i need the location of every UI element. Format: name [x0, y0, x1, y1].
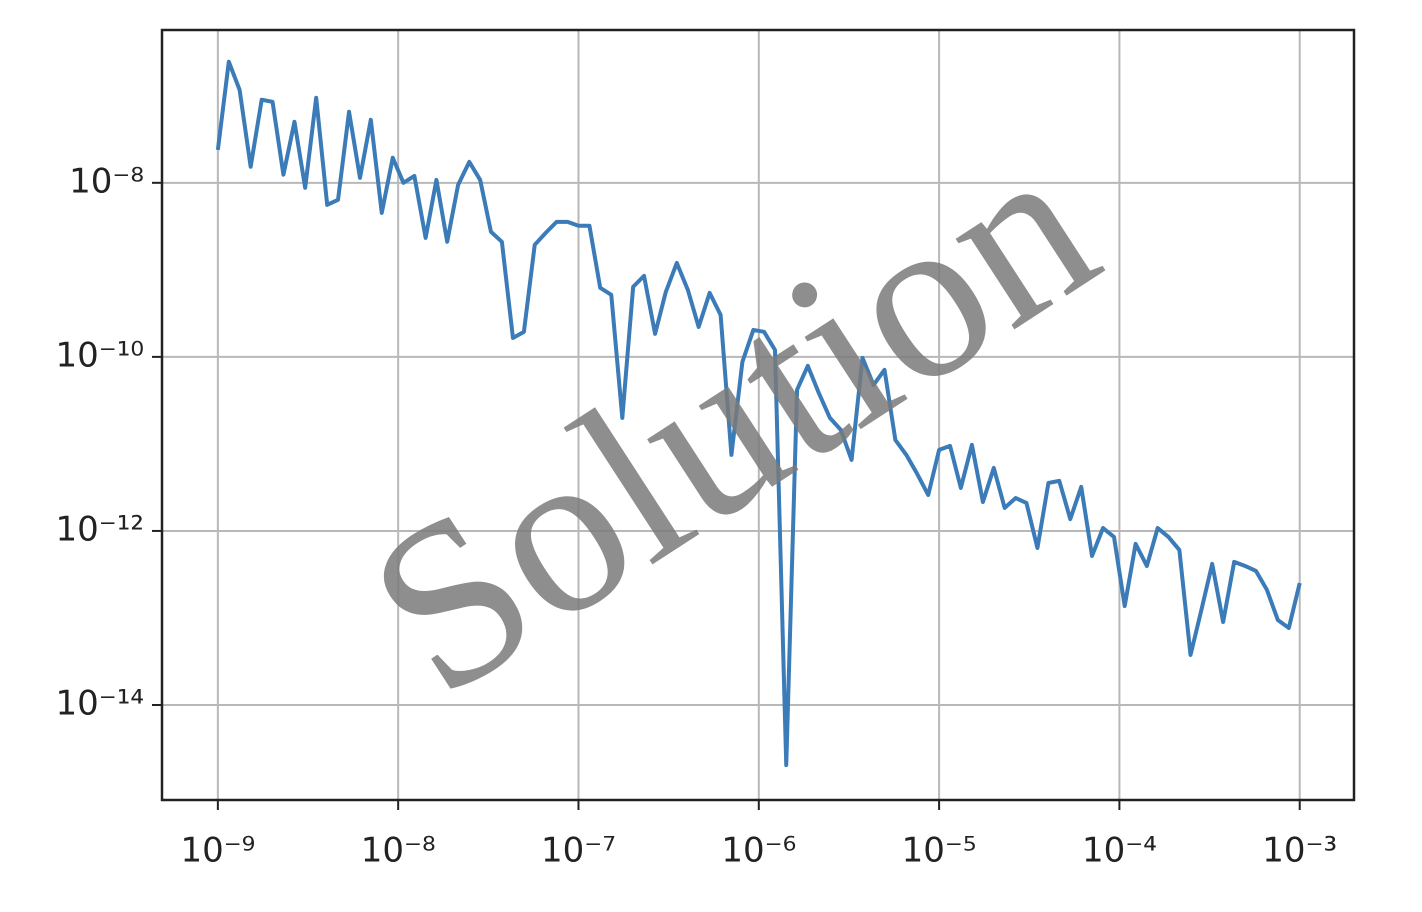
y-tick-label: 10⁻¹⁴ — [56, 684, 144, 724]
data-line — [215, 59, 1302, 768]
y-tick-label: 10⁻⁸ — [69, 161, 144, 201]
x-tick-label: 10⁻⁸ — [361, 831, 436, 871]
y-tick-label: 10⁻¹⁰ — [56, 335, 144, 375]
x-tick-label: 10⁻⁶ — [721, 831, 796, 871]
x-tick-label: 10⁻⁷ — [541, 831, 616, 871]
x-tick-label: 10⁻⁴ — [1082, 831, 1157, 871]
ticks: 10⁻⁹ 10⁻⁸ 10⁻⁷ 10⁻⁶ 10⁻⁵ 10⁻⁴ 10⁻³ 10⁻⁸ 10⁻¹⁰ 10⁻… — [56, 161, 1338, 870]
x-tick-label: 10⁻³ — [1262, 831, 1337, 871]
x-tick-label: 10⁻⁵ — [902, 831, 977, 871]
x-tick-label: 10⁻⁹ — [180, 831, 255, 871]
plot-area — [215, 59, 1302, 768]
y-tick-label: 10⁻¹² — [56, 509, 144, 549]
